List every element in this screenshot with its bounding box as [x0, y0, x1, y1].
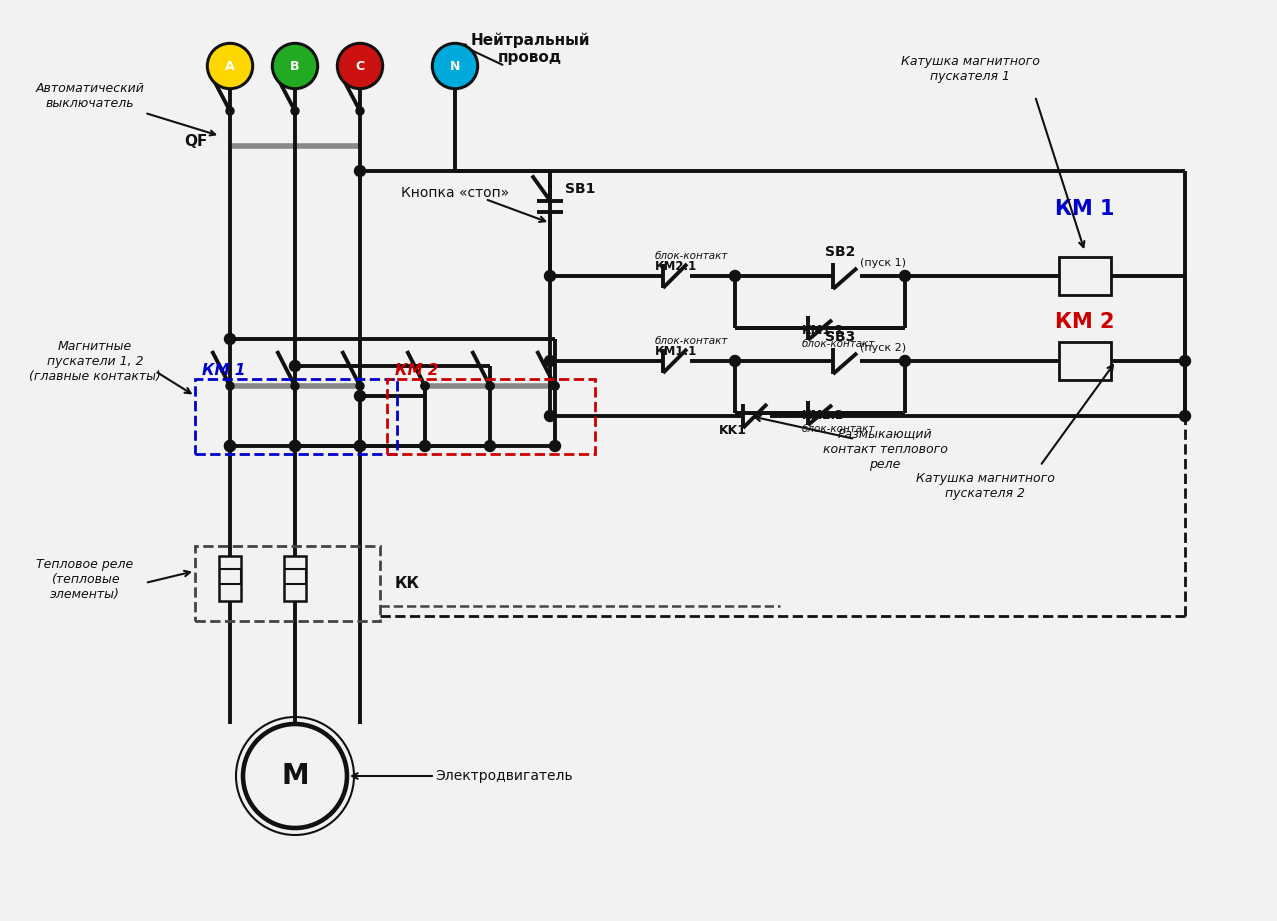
Circle shape: [226, 382, 234, 390]
Text: SB1: SB1: [564, 181, 595, 195]
Circle shape: [421, 382, 429, 390]
Text: SB3: SB3: [825, 330, 856, 344]
Circle shape: [225, 333, 235, 344]
Circle shape: [1180, 356, 1190, 367]
Text: блок-контакт: блок-контакт: [802, 424, 875, 434]
Circle shape: [434, 45, 475, 87]
Text: КМ1.2: КМ1.2: [802, 324, 844, 337]
Bar: [283, 556, 306, 601]
Text: М: М: [281, 762, 309, 790]
Circle shape: [355, 440, 365, 451]
Circle shape: [207, 42, 254, 89]
Text: Электродвигатель: Электродвигатель: [435, 769, 572, 783]
Circle shape: [899, 356, 911, 367]
Text: A: A: [225, 60, 235, 73]
Text: SB2: SB2: [825, 245, 856, 259]
Circle shape: [1180, 411, 1190, 422]
Circle shape: [487, 382, 494, 390]
Text: (пуск 1): (пуск 1): [859, 258, 905, 268]
Circle shape: [225, 440, 235, 451]
Circle shape: [209, 45, 250, 87]
Text: QF: QF: [185, 134, 208, 148]
Text: КМ2.2: КМ2.2: [802, 409, 844, 422]
Circle shape: [355, 391, 365, 402]
Text: Магнитные
пускатели 1, 2
(главные контакты): Магнитные пускатели 1, 2 (главные контак…: [29, 340, 161, 382]
Bar: [195, 379, 397, 454]
Text: КМ 1: КМ 1: [1055, 199, 1115, 219]
Text: (пуск 2): (пуск 2): [859, 343, 907, 353]
Circle shape: [272, 42, 318, 89]
Circle shape: [550, 382, 559, 390]
Circle shape: [484, 440, 495, 451]
Circle shape: [729, 271, 741, 282]
Circle shape: [355, 166, 365, 177]
Text: Катушка магнитного
пускателя 1: Катушка магнитного пускателя 1: [900, 55, 1039, 83]
Text: КМ1.1: КМ1.1: [655, 345, 697, 358]
Circle shape: [420, 440, 430, 451]
Text: Размыкающий
контакт теплового
реле: Размыкающий контакт теплового реле: [822, 427, 948, 471]
Text: Тепловое реле
(тепловые
элементы): Тепловое реле (тепловые элементы): [36, 557, 134, 600]
Circle shape: [487, 382, 494, 390]
Text: блок-контакт: блок-контакт: [802, 339, 875, 349]
Circle shape: [549, 440, 561, 451]
Circle shape: [290, 440, 300, 451]
Circle shape: [432, 42, 479, 89]
Circle shape: [291, 107, 299, 115]
Circle shape: [275, 45, 315, 87]
Text: Автоматический
выключатель: Автоматический выключатель: [36, 82, 215, 135]
Text: КМ 2: КМ 2: [1055, 312, 1115, 332]
Text: КМ2.1: КМ2.1: [655, 260, 697, 273]
Circle shape: [729, 356, 741, 367]
Circle shape: [899, 271, 911, 282]
Circle shape: [340, 45, 381, 87]
Text: KK1: KK1: [719, 424, 747, 437]
Circle shape: [550, 382, 559, 390]
Circle shape: [291, 382, 299, 390]
Text: Катушка магнитного
пускателя 2: Катушка магнитного пускателя 2: [916, 472, 1055, 500]
Circle shape: [544, 356, 555, 367]
Circle shape: [421, 382, 429, 390]
Text: N: N: [450, 60, 460, 73]
Circle shape: [356, 107, 364, 115]
Bar: [1059, 342, 1111, 380]
Text: Нейтральный
провод: Нейтральный провод: [470, 32, 590, 65]
Bar: [195, 546, 381, 621]
Bar: [387, 379, 595, 454]
Circle shape: [226, 107, 234, 115]
Bar: [218, 556, 241, 601]
Text: блок-контакт: блок-контакт: [655, 251, 728, 261]
Text: B: B: [290, 60, 300, 73]
Text: КМ 1: КМ 1: [202, 363, 245, 378]
Circle shape: [337, 42, 383, 89]
Text: блок-контакт: блок-контакт: [655, 336, 728, 346]
Circle shape: [290, 360, 300, 371]
Circle shape: [356, 382, 364, 390]
Bar: [1059, 257, 1111, 295]
Text: Кнопка «стоп»: Кнопка «стоп»: [401, 186, 510, 200]
Text: КМ 2: КМ 2: [395, 363, 438, 378]
Circle shape: [290, 440, 300, 451]
Circle shape: [225, 440, 235, 451]
Text: C: C: [355, 60, 364, 73]
Circle shape: [544, 271, 555, 282]
Circle shape: [544, 411, 555, 422]
Text: КК: КК: [395, 576, 420, 591]
Circle shape: [355, 440, 365, 451]
